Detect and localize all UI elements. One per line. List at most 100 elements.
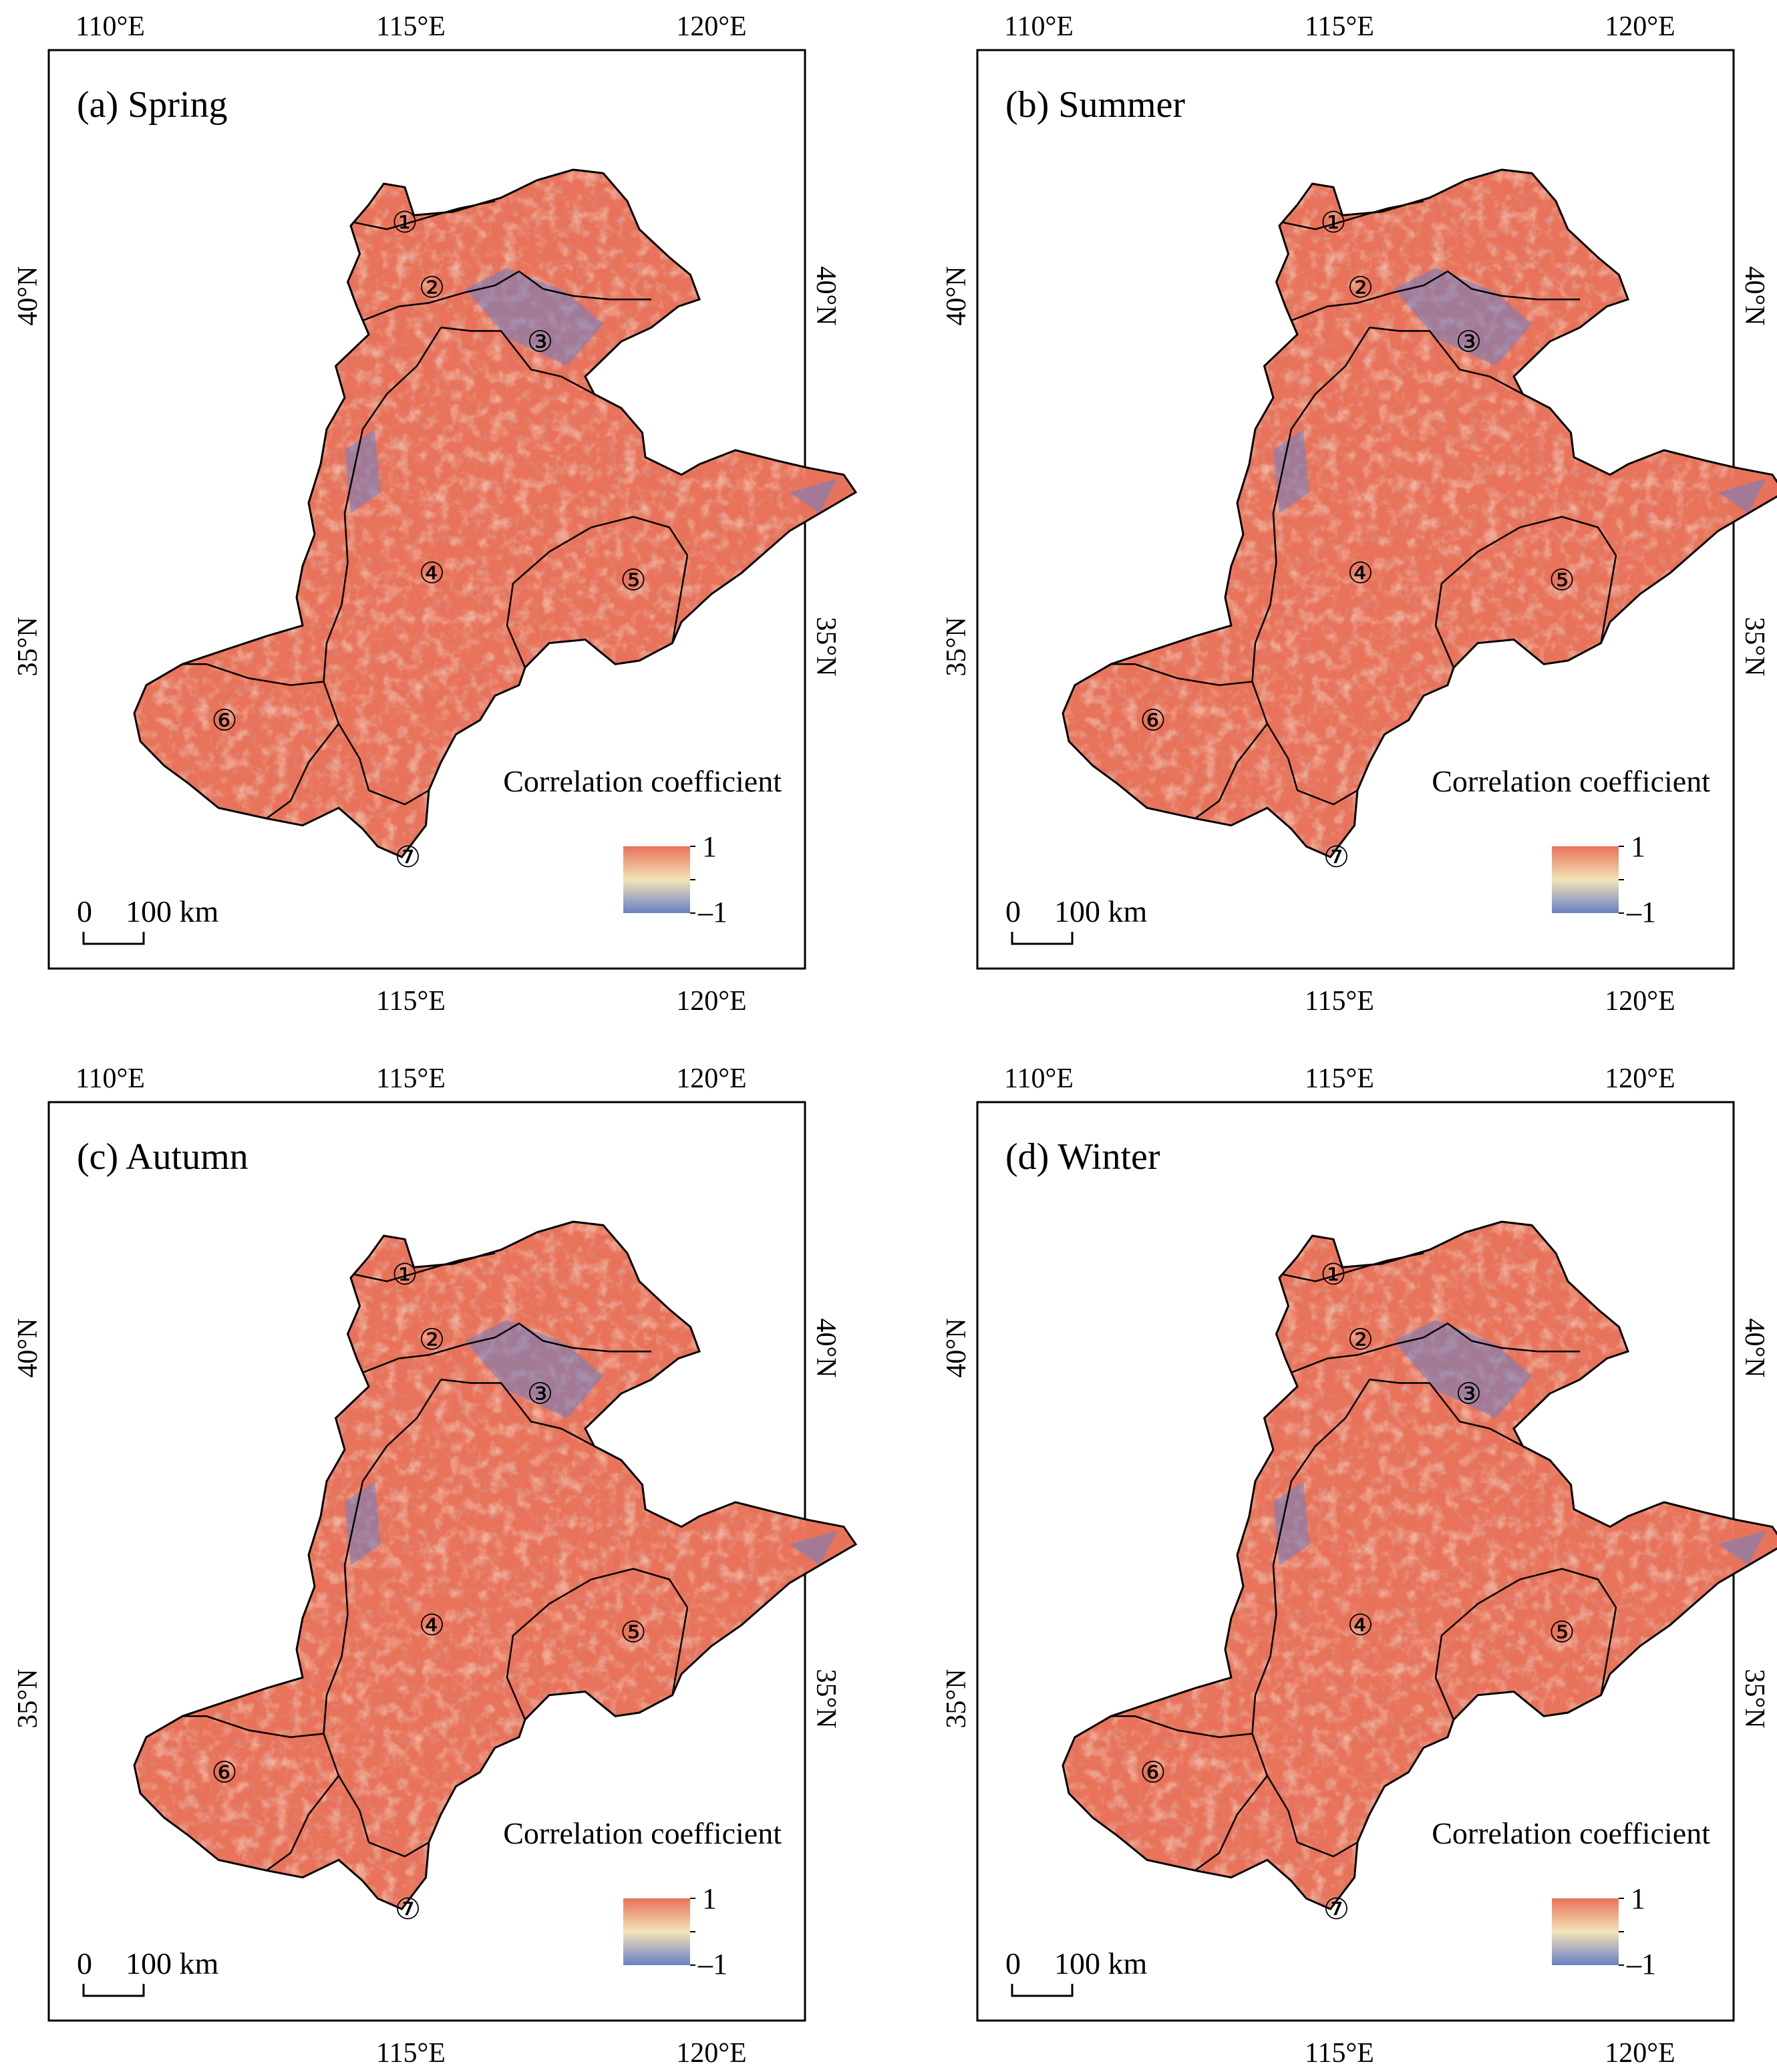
study-area-boundary bbox=[133, 168, 858, 858]
subregion-boundary bbox=[1282, 1252, 1424, 1282]
lon-tick-bottom: 120°E bbox=[1605, 986, 1675, 1017]
region-label-6: ⑥ bbox=[211, 704, 237, 737]
scale-zero-label: 0 bbox=[77, 1946, 92, 1980]
region-label-5: ⑤ bbox=[1549, 564, 1575, 596]
lon-tick-top: 120°E bbox=[676, 1063, 746, 1094]
region-label-5: ⑤ bbox=[620, 1616, 646, 1649]
scale-zero-label: 0 bbox=[1005, 894, 1021, 928]
lon-tick-bottom: 115°E bbox=[1305, 2038, 1374, 2069]
legend: Correlation coefficient 1 –1 bbox=[503, 764, 782, 928]
subregion-boundary bbox=[266, 723, 339, 820]
lon-tick-bottom: 120°E bbox=[676, 2038, 746, 2069]
region-label-7: ⑦ bbox=[1323, 841, 1349, 874]
lat-tick-left: 35°N bbox=[941, 617, 972, 676]
negative-zone bbox=[1718, 478, 1766, 514]
lat-tick-left: 40°N bbox=[13, 266, 43, 325]
lon-tick-top: 115°E bbox=[376, 11, 446, 42]
legend: Correlation coefficient 1 –1 bbox=[1432, 1816, 1710, 1980]
region-label-7: ⑦ bbox=[395, 841, 421, 874]
region-label-4: ④ bbox=[419, 1609, 445, 1642]
panel-title: (c) Autumn bbox=[77, 1136, 249, 1178]
subregion-boundary bbox=[1291, 1322, 1580, 1373]
legend-max-label: 1 bbox=[1631, 1882, 1645, 1915]
subregion-boundary bbox=[1111, 1715, 1253, 1738]
region-label-4: ④ bbox=[1347, 1609, 1374, 1642]
negative-zone bbox=[790, 478, 838, 514]
subregion-boundary bbox=[362, 1322, 651, 1373]
lon-tick-bottom: 115°E bbox=[376, 2038, 446, 2069]
subregion-boundary bbox=[506, 1568, 689, 1720]
legend-max-label: 1 bbox=[702, 1882, 717, 1915]
legend-min-label: –1 bbox=[697, 896, 728, 928]
legend-max-label: 1 bbox=[702, 830, 717, 863]
lon-tick-top: 120°E bbox=[1605, 11, 1675, 42]
legend: Correlation coefficient 1 –1 bbox=[503, 1816, 782, 1980]
scale-distance-label: 100 km bbox=[1054, 894, 1148, 928]
legend-colorbar bbox=[1552, 1898, 1619, 1965]
lon-tick-top: 120°E bbox=[1605, 1063, 1675, 1094]
legend-colorbar bbox=[623, 1898, 690, 1965]
legend: Correlation coefficient 1 –1 bbox=[1432, 764, 1710, 928]
lon-tick-top: 120°E bbox=[676, 11, 746, 42]
subregion-boundary bbox=[1194, 723, 1268, 820]
region-label-7: ⑦ bbox=[1323, 1893, 1349, 1926]
region-label-3: ③ bbox=[1456, 1377, 1482, 1410]
lat-tick-right: 40°N bbox=[1739, 266, 1770, 325]
subregion-boundary bbox=[1111, 663, 1253, 686]
lat-tick-right: 35°N bbox=[1739, 1669, 1770, 1728]
legend-title: Correlation coefficient bbox=[1432, 764, 1710, 798]
negative-zone bbox=[790, 1530, 838, 1566]
lon-tick-top: 110°E bbox=[75, 1063, 145, 1094]
scale-bar: 0 100 km bbox=[1005, 894, 1148, 945]
region-label-2: ② bbox=[419, 271, 445, 304]
subregion-boundary bbox=[353, 200, 496, 230]
region-label-2: ② bbox=[1347, 271, 1374, 304]
map-panel-2: ①② ③ ④ ⑤ ⑥ ⑦ (b) Summer 110°E 115°E 115°E 120°E 120… bbox=[941, 11, 1777, 1017]
subregion-boundary bbox=[440, 327, 595, 395]
region-label-6: ⑥ bbox=[211, 1756, 237, 1789]
subregion-boundary bbox=[362, 270, 651, 321]
map-panel-3: ①② ③ ④ ⑤ ⑥ ⑦ (c) Autumn 110°E 115°E 115°E 120°E 120… bbox=[13, 1063, 858, 2069]
region-label-7: ⑦ bbox=[395, 1893, 421, 1926]
legend-title: Correlation coefficient bbox=[503, 1816, 782, 1850]
map-panel-4: ①② ③ ④ ⑤ ⑥ ⑦ (d) Winter 110°E 115°E 115°E 120°E 120… bbox=[941, 1063, 1777, 2069]
subregion-boundary bbox=[353, 1252, 496, 1282]
legend-title: Correlation coefficient bbox=[503, 764, 782, 798]
scale-bar: 0 100 km bbox=[1005, 1946, 1148, 1997]
lon-tick-top: 115°E bbox=[376, 1063, 446, 1094]
scale-bar: 0 100 km bbox=[77, 1946, 219, 1997]
lat-tick-right: 40°N bbox=[810, 266, 841, 325]
subregion-boundary bbox=[182, 1715, 324, 1738]
lat-tick-left: 40°N bbox=[13, 1318, 43, 1377]
legend-min-label: –1 bbox=[1626, 896, 1656, 928]
subregion-boundary bbox=[1194, 1775, 1268, 1872]
subregion-boundary bbox=[440, 1379, 595, 1447]
subregion-boundary bbox=[1297, 1842, 1358, 1858]
scale-bar: 0 100 km bbox=[77, 894, 219, 945]
lon-tick-top: 115°E bbox=[1305, 1063, 1374, 1094]
lon-tick-top: 115°E bbox=[1305, 11, 1374, 42]
legend-min-label: –1 bbox=[697, 1948, 728, 1980]
subregion-boundary bbox=[182, 663, 324, 686]
lon-tick-top: 110°E bbox=[1004, 1063, 1074, 1094]
region-label-2: ② bbox=[1347, 1323, 1374, 1356]
lon-tick-top: 110°E bbox=[1004, 11, 1074, 42]
study-area-boundary bbox=[1062, 1220, 1777, 1910]
scale-distance-label: 100 km bbox=[126, 894, 219, 928]
region-label-2: ② bbox=[419, 1323, 445, 1356]
panel-title: (a) Spring bbox=[77, 84, 228, 126]
lon-tick-top: 110°E bbox=[75, 11, 145, 42]
region-label-4: ④ bbox=[419, 557, 445, 590]
lon-tick-bottom: 115°E bbox=[376, 986, 446, 1017]
negative-zone bbox=[1718, 1530, 1766, 1566]
lat-tick-right: 40°N bbox=[1739, 1318, 1770, 1377]
region-label-1: ① bbox=[1320, 1258, 1346, 1291]
subregion-boundary bbox=[1282, 200, 1424, 230]
lat-tick-left: 35°N bbox=[13, 617, 43, 676]
region-label-5: ⑤ bbox=[620, 564, 646, 596]
scale-zero-label: 0 bbox=[77, 894, 92, 928]
region-label-3: ③ bbox=[1456, 325, 1482, 358]
subregion-boundary bbox=[1297, 790, 1358, 806]
legend-max-label: 1 bbox=[1631, 830, 1645, 863]
